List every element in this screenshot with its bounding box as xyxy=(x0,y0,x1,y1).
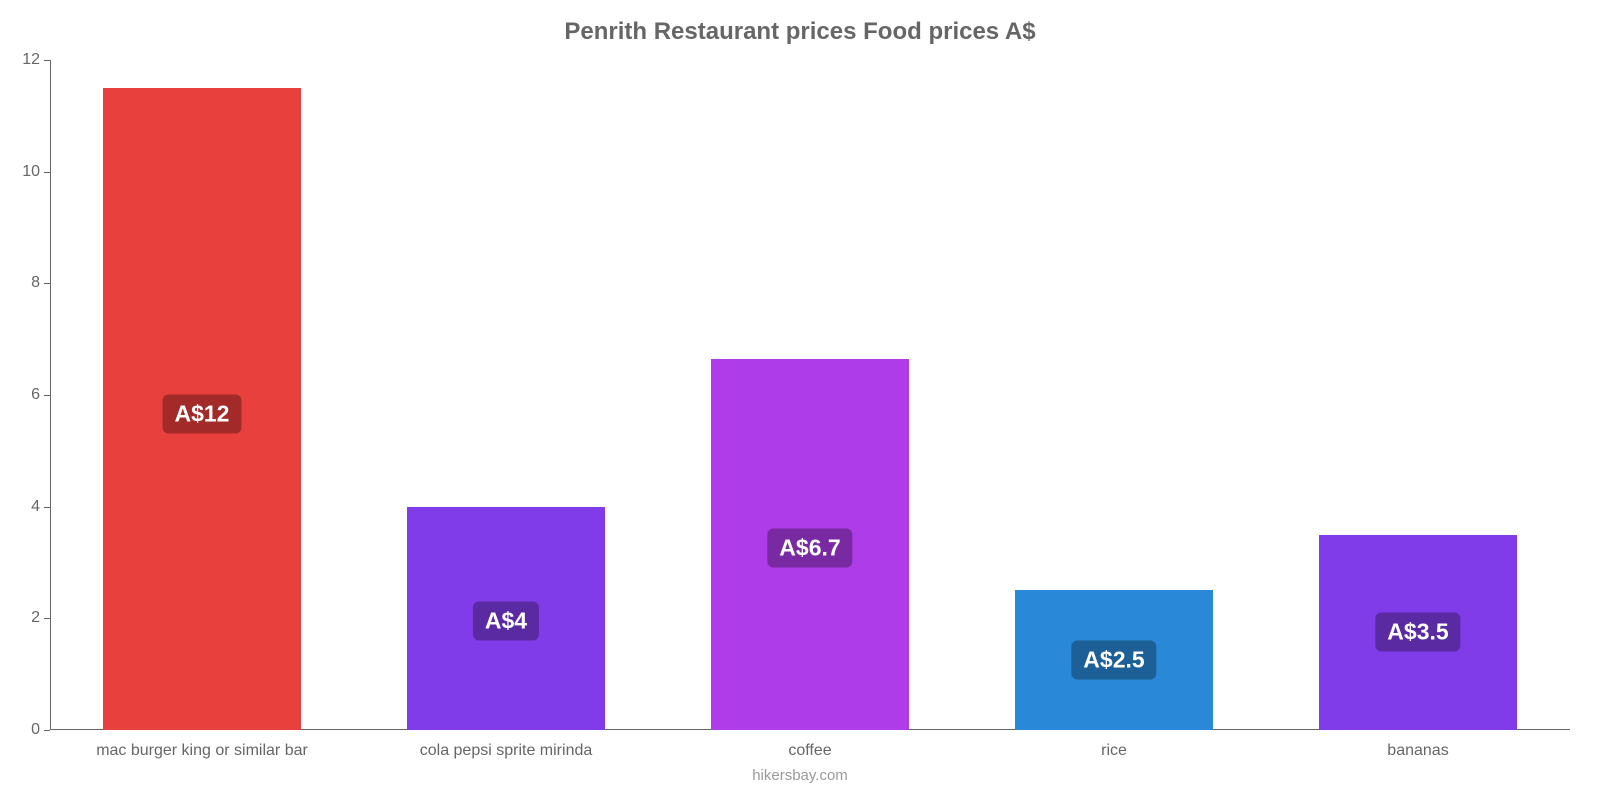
value-badge: A$3.5 xyxy=(1375,613,1460,652)
value-badge: A$6.7 xyxy=(767,529,852,568)
value-badge: A$2.5 xyxy=(1071,641,1156,680)
bar: A$2.5 xyxy=(1015,590,1213,730)
value-badge: A$4 xyxy=(473,602,539,641)
chart-title: Penrith Restaurant prices Food prices A$ xyxy=(0,18,1600,46)
bars-layer: A$12 A$4 A$6.7 A$2.5 A$3.5 xyxy=(50,60,1570,730)
bar: A$12 xyxy=(103,88,301,730)
plot-area: A$12A$4A$6.7A$2.5A$3.5 024681012mac burg… xyxy=(50,60,1570,730)
ytick-mark xyxy=(44,172,50,173)
ytick-mark xyxy=(44,395,50,396)
bar: A$4 xyxy=(407,507,605,730)
category-label: bananas xyxy=(1387,730,1448,760)
ytick-mark xyxy=(44,283,50,284)
ytick-mark xyxy=(44,730,50,731)
bar: A$6.7 xyxy=(711,359,909,730)
bar: A$3.5 xyxy=(1319,535,1517,730)
ytick-mark xyxy=(44,507,50,508)
source-label: hikersbay.com xyxy=(752,767,848,784)
chart-container: Penrith Restaurant prices Food prices A$… xyxy=(0,0,1600,800)
category-label: rice xyxy=(1101,730,1127,760)
ytick-mark xyxy=(44,618,50,619)
category-label: coffee xyxy=(788,730,831,760)
ytick-mark xyxy=(44,60,50,61)
category-label: mac burger king or similar bar xyxy=(96,730,308,760)
value-badge: A$12 xyxy=(162,395,241,434)
category-label: cola pepsi sprite mirinda xyxy=(420,730,593,760)
